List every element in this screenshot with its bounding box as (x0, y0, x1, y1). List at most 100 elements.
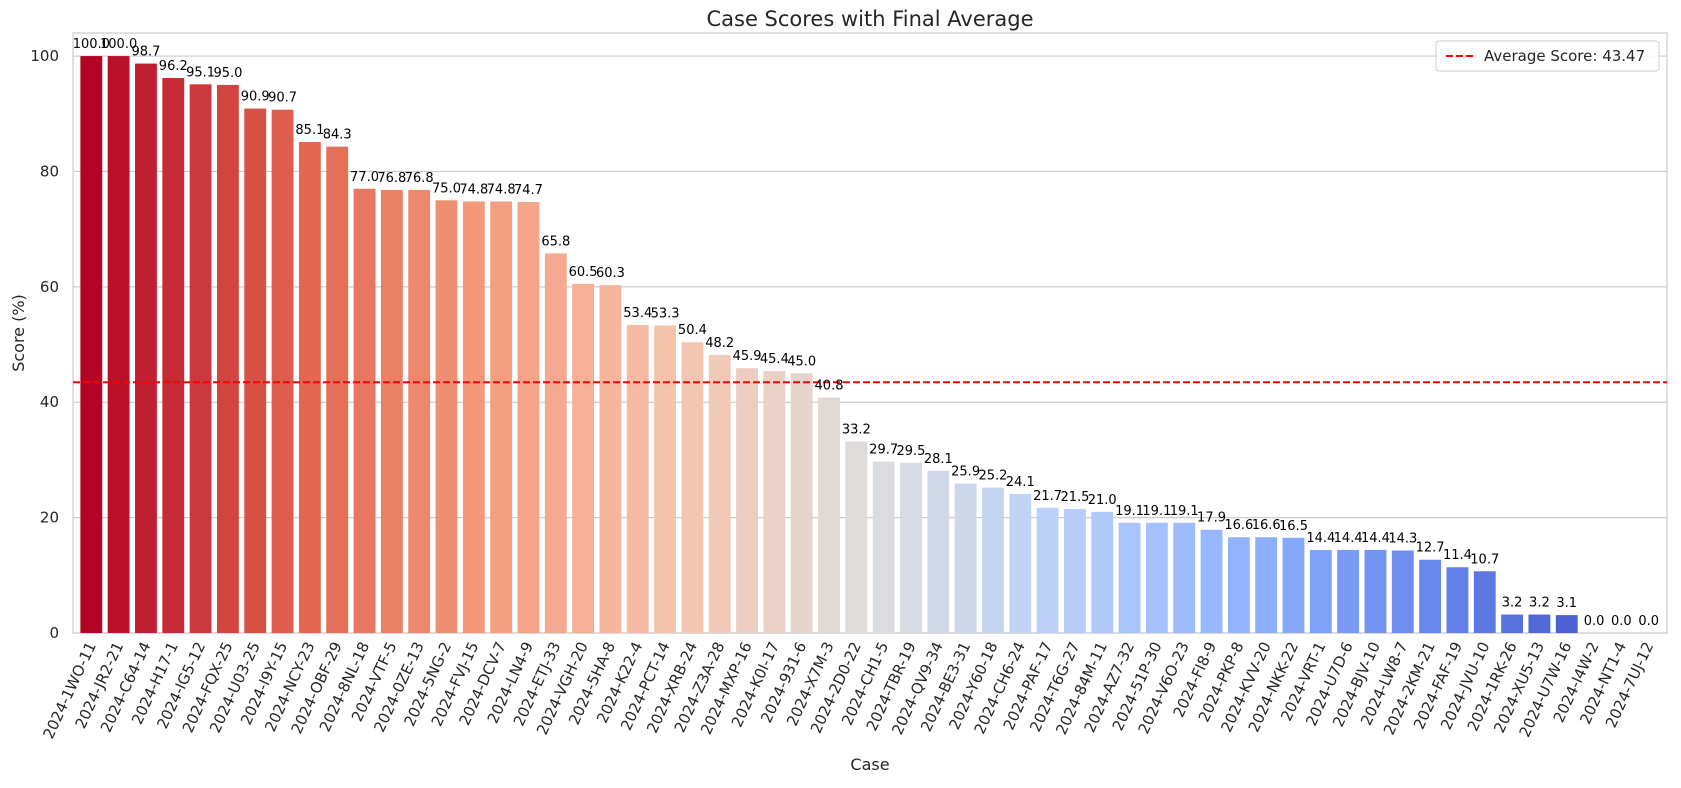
bar-value-label: 76.8 (377, 171, 406, 186)
bar-value-label: 74.7 (514, 183, 543, 198)
bar (708, 354, 731, 633)
bar-value-label: 10.7 (1470, 552, 1499, 567)
legend: Average Score: 43.47 (1435, 40, 1660, 72)
y-tick-label: 40 (40, 393, 59, 411)
bar (1145, 522, 1168, 633)
bar-value-label: 21.7 (1033, 489, 1062, 504)
bar (135, 63, 157, 634)
bar (954, 483, 977, 633)
bar-value-label: 29.7 (869, 443, 898, 458)
bar-value-label: 77.0 (350, 170, 379, 185)
bar (1419, 559, 1442, 633)
bar-value-label: 45.4 (760, 352, 789, 367)
bar (1473, 571, 1496, 633)
bar-value-label: 95.0 (213, 66, 242, 81)
bar-value-label: 19.1 (1115, 504, 1144, 519)
bar-value-label: 14.4 (1361, 531, 1390, 546)
bar (1227, 537, 1250, 633)
bar-value-label: 21.0 (1088, 493, 1117, 508)
y-tick-label: 100 (30, 47, 59, 65)
bar-value-label: 12.7 (1416, 541, 1445, 556)
bar (216, 84, 239, 633)
bar (982, 487, 1004, 633)
bar (818, 397, 840, 633)
bar (1200, 529, 1223, 633)
bar-value-label: 16.6 (1224, 518, 1253, 533)
bar (107, 56, 130, 634)
bar (298, 142, 321, 634)
bar-value-label: 17.9 (1197, 511, 1226, 526)
bar-value-label: 0.0 (1584, 614, 1605, 629)
bar (408, 189, 431, 633)
bar (1118, 522, 1141, 633)
bar-value-label: 74.8 (459, 182, 488, 197)
bar-value-label: 60.3 (596, 266, 625, 281)
y-tick-labels: 0 20 40 60 80 100 (30, 47, 59, 642)
bar-value-label: 25.2 (978, 469, 1007, 484)
bar (517, 202, 540, 634)
bar (599, 285, 622, 633)
bar (1555, 615, 1578, 633)
bar (626, 324, 649, 633)
bar (654, 325, 677, 633)
bar-value-label: 98.7 (131, 45, 160, 60)
bar-value-label: 45.9 (733, 349, 762, 364)
bar (1091, 511, 1114, 633)
bar-value-label: 24.1 (1006, 475, 1035, 490)
bar-value-label: 100.0 (73, 37, 110, 52)
bar (790, 373, 813, 633)
bar-value-label: 14.4 (1306, 531, 1335, 546)
bar-value-label: 3.2 (1529, 596, 1550, 611)
bar (1501, 614, 1524, 633)
bar (900, 462, 922, 633)
bar (1036, 507, 1059, 633)
bar (572, 283, 595, 633)
bar (1282, 537, 1305, 633)
bar-value-label: 60.5 (569, 265, 598, 280)
bar-value-label: 16.6 (1252, 518, 1281, 533)
bar-value-label: 90.7 (268, 91, 297, 106)
bar-value-label: 3.2 (1502, 596, 1523, 611)
bar-value-label: 19.1 (1142, 504, 1171, 519)
legend-box (1435, 40, 1660, 72)
bar (162, 78, 185, 633)
bar (189, 84, 212, 634)
bar (1446, 567, 1469, 633)
bar (681, 342, 704, 633)
bar-value-label: 25.9 (951, 465, 980, 480)
bar (435, 200, 458, 634)
bar-value-label: 0.0 (1611, 614, 1632, 629)
bar (736, 368, 758, 633)
y-tick-label: 80 (40, 162, 59, 180)
bar (1309, 549, 1332, 633)
legend-label: Average Score: 43.47 (1484, 47, 1645, 65)
bar-value-label: 19.1 (1170, 504, 1199, 519)
y-tick-label: 0 (49, 624, 59, 642)
bar-value-label: 45.0 (787, 354, 816, 369)
bar (1528, 614, 1551, 633)
y-axis-title: Score (%) (9, 294, 28, 372)
bar (353, 188, 376, 633)
bar (1173, 522, 1196, 633)
bar-value-label: 90.9 (241, 90, 270, 105)
bar (462, 201, 485, 633)
bar-value-label: 75.0 (432, 181, 461, 196)
bar (1255, 537, 1278, 633)
bar-value-label: 95.1 (186, 65, 215, 80)
bar-value-label: 0.0 (1638, 614, 1659, 629)
bars (80, 56, 1578, 634)
bar-value-label: 100.0 (100, 37, 137, 52)
bar (1337, 549, 1360, 633)
bar-value-label: 29.5 (897, 444, 926, 459)
chart-title: Case Scores with Final Average (706, 7, 1033, 31)
bar (80, 56, 103, 634)
bar-value-label: 40.8 (815, 379, 844, 394)
bar-value-label: 11.4 (1443, 548, 1472, 563)
bar-value-label: 14.4 (1334, 531, 1363, 546)
bar (1063, 508, 1086, 633)
bar (845, 441, 868, 633)
bar-value-label: 65.8 (541, 234, 570, 249)
bar (490, 201, 513, 633)
bar-value-label: 16.5 (1279, 519, 1308, 534)
